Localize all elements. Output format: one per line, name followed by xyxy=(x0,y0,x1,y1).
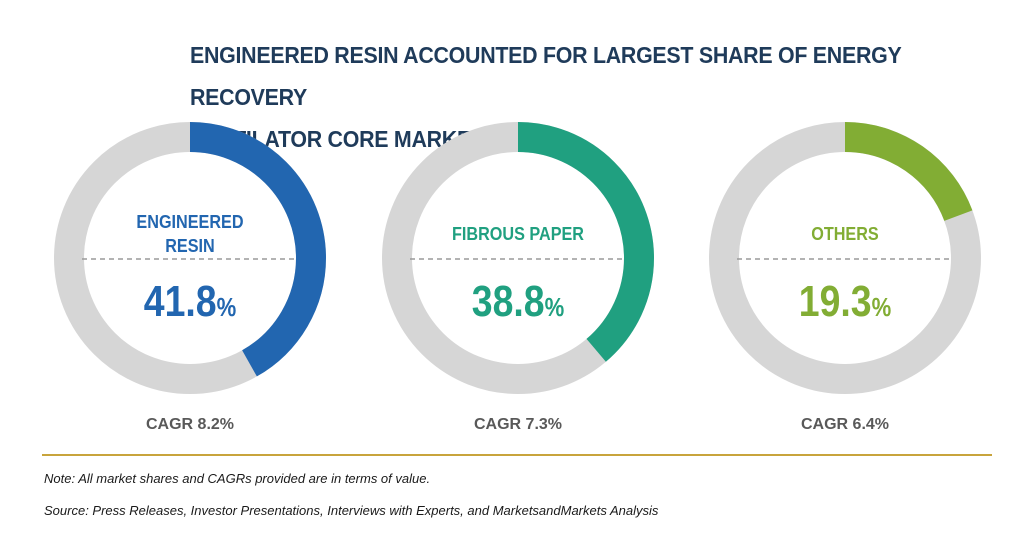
donut-segment-fibrous-paper xyxy=(382,122,654,394)
cagr-fibrous-paper: CAGR 7.3% xyxy=(473,416,563,433)
chart-title-line-1: ENGINEERED RESIN ACCOUNTED FOR LARGEST S… xyxy=(190,42,902,110)
donut-engineered-resin: ENGINEERED RESIN 41.8% xyxy=(50,118,330,398)
value-unit: % xyxy=(871,292,892,322)
segment-label-line: RESIN xyxy=(165,236,215,256)
segment-value-engineered-resin: 41.8% xyxy=(88,276,292,333)
segment-label-line: FIBROUS PAPER xyxy=(451,224,585,244)
donut-others: OTHERS 19.3% xyxy=(705,118,985,398)
value-number: 41.8 xyxy=(143,277,217,326)
value-unit: % xyxy=(216,292,237,322)
source-text: Source: Press Releases, Investor Present… xyxy=(44,503,659,518)
value-number: 19.3 xyxy=(798,277,872,326)
donut-svg-engineered-resin xyxy=(54,122,326,394)
donut-fibrous-paper: FIBROUS PAPER 38.8% xyxy=(378,118,658,398)
note-text: Note: All market shares and CAGRs provid… xyxy=(44,471,431,486)
cagr-others: CAGR 6.4% xyxy=(800,416,890,433)
value-number: 38.8 xyxy=(471,277,545,326)
donut-svg-others xyxy=(709,122,981,394)
value-unit: % xyxy=(544,292,565,322)
donut-segment-engineered-resin xyxy=(54,122,326,394)
divider-rule xyxy=(42,454,992,456)
segment-label-engineered-resin: ENGINEERED RESIN xyxy=(100,210,280,258)
donut-segment-others xyxy=(709,122,981,394)
segment-value-others: 19.3% xyxy=(743,276,947,333)
segment-label-fibrous-paper: FIBROUS PAPER xyxy=(428,222,608,246)
segment-label-line: OTHERS xyxy=(811,224,879,244)
donut-svg-fibrous-paper xyxy=(382,122,654,394)
segment-label-others: OTHERS xyxy=(755,222,935,246)
segment-label-line: ENGINEERED xyxy=(136,212,244,232)
segment-value-fibrous-paper: 38.8% xyxy=(416,276,620,333)
cagr-engineered-resin: CAGR 8.2% xyxy=(145,416,235,433)
